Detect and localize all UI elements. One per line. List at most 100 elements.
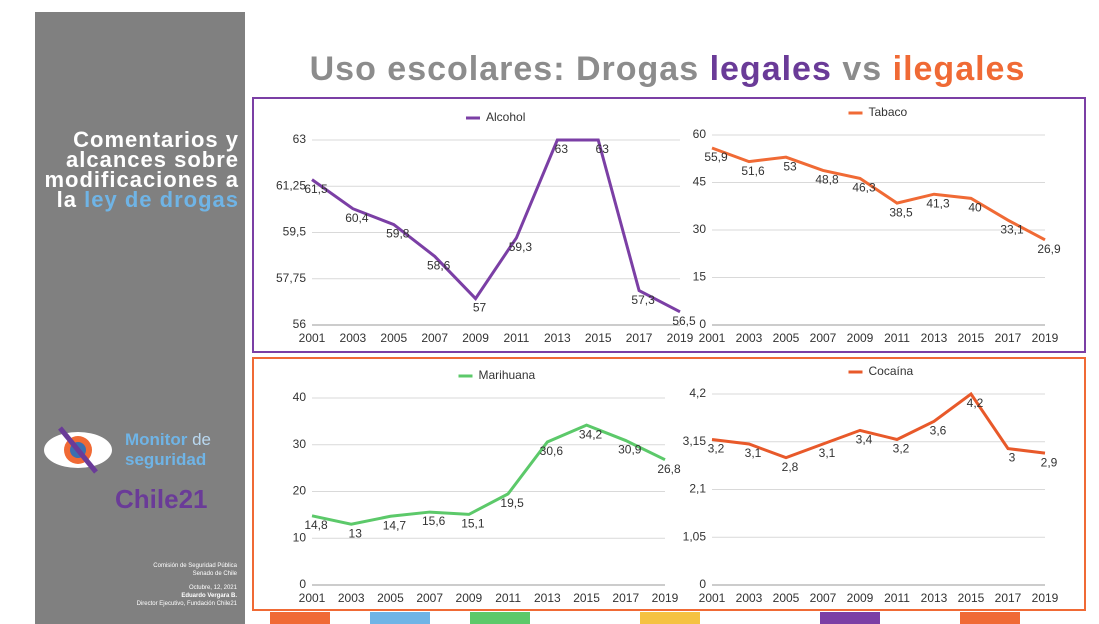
x-tick-label: 2007 bbox=[416, 591, 443, 605]
x-tick-label: 2011 bbox=[495, 591, 521, 605]
data-label: 63 bbox=[555, 142, 569, 156]
legal-frame bbox=[253, 98, 1085, 352]
data-label: 58,6 bbox=[427, 258, 451, 272]
x-tick-label: 2007 bbox=[421, 331, 448, 345]
decor bbox=[370, 612, 430, 624]
x-tick-label: 2015 bbox=[573, 591, 600, 605]
x-tick-label: 2017 bbox=[626, 331, 653, 345]
data-label: 30,9 bbox=[618, 443, 642, 457]
x-tick-label: 2015 bbox=[958, 331, 985, 345]
x-tick-label: 2001 bbox=[699, 591, 726, 605]
data-label: 3,6 bbox=[930, 423, 947, 437]
y-tick-label: 59,5 bbox=[283, 225, 307, 239]
data-label: 14,8 bbox=[304, 518, 328, 532]
data-label: 2,9 bbox=[1041, 455, 1058, 469]
series-line bbox=[312, 140, 680, 312]
x-tick-label: 2009 bbox=[847, 591, 874, 605]
data-label: 59,3 bbox=[509, 240, 533, 254]
data-label: 46,3 bbox=[852, 181, 876, 195]
y-tick-label: 57,75 bbox=[276, 271, 306, 285]
data-label: 33,1 bbox=[1000, 222, 1024, 236]
data-label: 57 bbox=[473, 301, 487, 315]
x-tick-label: 2003 bbox=[340, 331, 367, 345]
x-tick-label: 2007 bbox=[810, 591, 837, 605]
x-tick-label: 2013 bbox=[534, 591, 561, 605]
series-line bbox=[712, 394, 1045, 458]
decor bbox=[270, 612, 330, 624]
data-label: 26,8 bbox=[657, 462, 681, 476]
data-label: 30,6 bbox=[540, 444, 564, 458]
data-label: 15,1 bbox=[461, 517, 485, 531]
data-label: 13 bbox=[349, 526, 363, 540]
x-tick-label: 2017 bbox=[995, 591, 1022, 605]
series-line bbox=[712, 148, 1045, 240]
x-tick-label: 2009 bbox=[456, 591, 483, 605]
y-tick-label: 2,1 bbox=[689, 482, 706, 496]
data-label: 14,7 bbox=[383, 518, 407, 532]
y-tick-label: 60 bbox=[693, 127, 707, 141]
data-label: 61,5 bbox=[304, 182, 328, 196]
y-tick-label: 56 bbox=[293, 317, 307, 331]
x-tick-label: 2003 bbox=[338, 591, 365, 605]
data-label: 48,8 bbox=[815, 173, 839, 187]
x-tick-label: 2019 bbox=[1032, 591, 1059, 605]
data-label: 34,2 bbox=[579, 427, 603, 441]
x-tick-label: 2003 bbox=[736, 331, 763, 345]
decor bbox=[470, 612, 530, 624]
x-tick-label: 2019 bbox=[652, 591, 679, 605]
x-tick-label: 2001 bbox=[699, 331, 726, 345]
data-label: 2,8 bbox=[782, 460, 799, 474]
data-label: 3,1 bbox=[819, 446, 836, 460]
data-label: 59,8 bbox=[386, 227, 410, 241]
illegal-frame bbox=[253, 358, 1085, 610]
x-tick-label: 2009 bbox=[847, 331, 874, 345]
x-tick-label: 2005 bbox=[377, 591, 404, 605]
data-label: 57,3 bbox=[631, 293, 655, 307]
data-label: 56,5 bbox=[672, 314, 696, 328]
charts: 5657,7559,561,25632001200320052007200920… bbox=[0, 0, 1099, 624]
legend-label: Marihuana bbox=[479, 368, 536, 382]
data-label: 26,9 bbox=[1037, 242, 1061, 256]
decor bbox=[640, 612, 700, 624]
data-label: 3,2 bbox=[708, 442, 725, 456]
x-tick-label: 2003 bbox=[736, 591, 763, 605]
data-label: 3 bbox=[1009, 451, 1016, 465]
y-tick-label: 30 bbox=[293, 437, 307, 451]
data-label: 15,6 bbox=[422, 514, 446, 528]
x-tick-label: 2015 bbox=[585, 331, 612, 345]
x-tick-label: 2017 bbox=[612, 591, 639, 605]
legend-label: Cocaína bbox=[869, 364, 914, 378]
data-label: 55,9 bbox=[704, 150, 728, 164]
x-tick-label: 2013 bbox=[544, 331, 571, 345]
x-tick-label: 2011 bbox=[504, 331, 530, 345]
y-tick-label: 4,2 bbox=[689, 386, 706, 400]
x-tick-label: 2005 bbox=[380, 331, 407, 345]
x-tick-label: 2017 bbox=[995, 331, 1022, 345]
x-tick-label: 2013 bbox=[921, 331, 948, 345]
data-label: 53 bbox=[783, 159, 797, 173]
data-label: 4,2 bbox=[967, 396, 984, 410]
x-tick-label: 2009 bbox=[462, 331, 489, 345]
data-label: 40 bbox=[968, 201, 982, 215]
slide: Comentarios y alcances sobre modificacio… bbox=[0, 0, 1099, 624]
y-tick-label: 0 bbox=[699, 317, 706, 331]
x-tick-label: 2001 bbox=[299, 591, 326, 605]
x-tick-label: 2019 bbox=[1032, 331, 1059, 345]
y-tick-label: 45 bbox=[693, 175, 707, 189]
x-tick-label: 2005 bbox=[773, 331, 800, 345]
y-tick-label: 30 bbox=[693, 222, 707, 236]
legend-label: Alcohol bbox=[486, 110, 525, 124]
legend-label: Tabaco bbox=[869, 105, 908, 119]
x-tick-label: 2013 bbox=[921, 591, 948, 605]
x-tick-label: 2007 bbox=[810, 331, 837, 345]
y-tick-label: 63 bbox=[293, 132, 307, 146]
y-tick-label: 0 bbox=[699, 577, 706, 591]
x-tick-label: 2011 bbox=[884, 591, 910, 605]
y-tick-label: 0 bbox=[299, 577, 306, 591]
data-label: 19,5 bbox=[500, 496, 524, 510]
y-tick-label: 15 bbox=[693, 270, 707, 284]
y-tick-label: 20 bbox=[293, 484, 307, 498]
y-tick-label: 3,15 bbox=[683, 434, 707, 448]
decor bbox=[960, 612, 1020, 624]
data-label: 60,4 bbox=[345, 211, 369, 225]
